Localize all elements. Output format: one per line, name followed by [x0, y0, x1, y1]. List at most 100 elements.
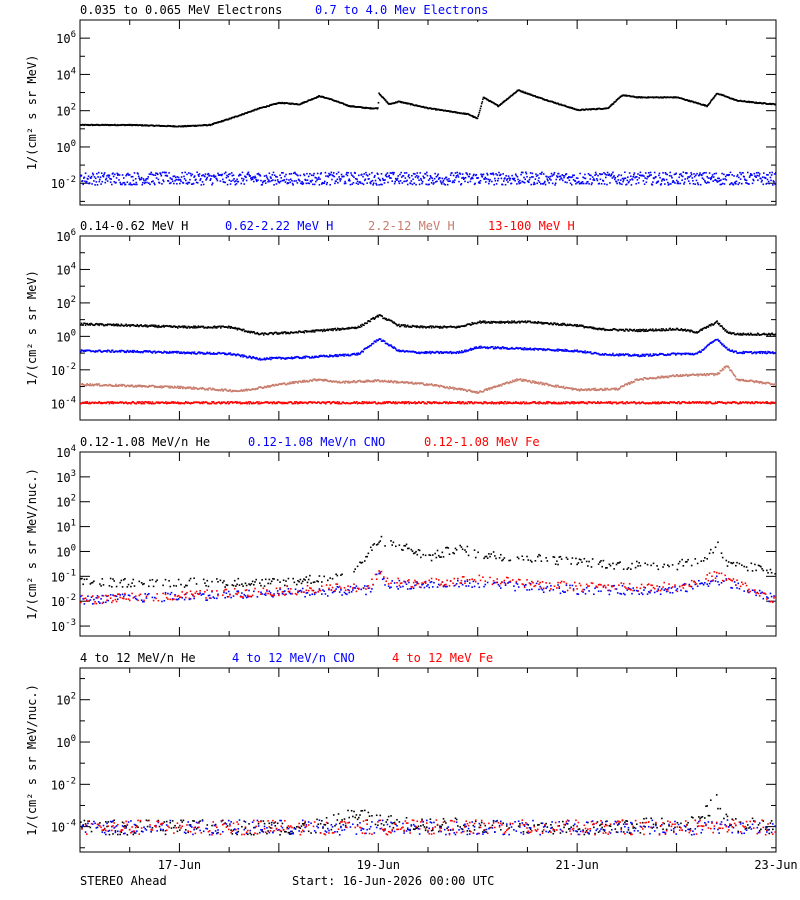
data-point: [128, 385, 131, 388]
data-point: [459, 173, 462, 175]
data-point: [424, 173, 427, 175]
data-point: [140, 176, 143, 179]
data-point: [622, 179, 625, 181]
data-point: [353, 327, 356, 330]
data-point: [576, 177, 579, 180]
data-point: [502, 173, 504, 175]
data-point: [495, 183, 498, 185]
data-point: [103, 173, 105, 176]
data-point: [450, 352, 453, 355]
data-point: [752, 178, 754, 181]
data-point: [109, 177, 111, 180]
data-point: [255, 332, 258, 335]
data-point: [303, 174, 306, 177]
data-point: [679, 374, 682, 376]
data-point: [474, 347, 477, 350]
data-point: [585, 182, 588, 185]
data-point: [289, 332, 291, 335]
data-point: [680, 173, 682, 175]
data-point: [333, 175, 336, 178]
data-point: [160, 351, 162, 353]
data-point: [470, 390, 473, 392]
data-point: [285, 173, 287, 176]
data-point: [546, 383, 549, 385]
data-point: [668, 183, 670, 185]
data-point: [121, 385, 123, 387]
data-point: [342, 353, 345, 356]
data-point: [716, 320, 718, 322]
data-point: [190, 174, 192, 177]
data-point: [356, 178, 358, 181]
data-point: [457, 174, 459, 176]
data-point: [291, 180, 293, 182]
data-point: [665, 178, 668, 181]
data-point: [166, 175, 169, 177]
data-point: [526, 347, 528, 350]
data-point: [234, 353, 236, 356]
data-point: [479, 182, 481, 184]
data-point: [575, 325, 578, 328]
data-point: [340, 173, 343, 176]
data-point: [531, 380, 534, 382]
data-point: [378, 379, 380, 382]
data-point: [680, 174, 683, 177]
data-point: [455, 352, 458, 355]
data-point: [703, 348, 706, 350]
data-point: [481, 321, 484, 324]
data-point: [692, 182, 695, 185]
data-point: [513, 177, 516, 180]
data-point: [192, 182, 195, 185]
data-point: [159, 172, 161, 174]
data-point: [475, 391, 477, 394]
data-point: [761, 179, 763, 182]
data-point: [415, 183, 417, 186]
data-point: [599, 173, 601, 175]
data-point: [264, 179, 266, 182]
data-point: [304, 179, 307, 182]
data-point: [535, 173, 537, 175]
data-point: [291, 357, 294, 360]
data-point: [207, 389, 209, 391]
data-point: [746, 171, 749, 174]
data-point: [288, 179, 290, 181]
data-point: [325, 175, 327, 177]
data-point: [331, 328, 333, 330]
data-point: [514, 173, 517, 176]
data-point: [659, 329, 662, 332]
data-point: [329, 183, 331, 186]
data-point: [492, 172, 494, 174]
data-point: [612, 171, 614, 174]
data-point: [626, 179, 629, 182]
data-point: [645, 328, 648, 331]
data-point: [290, 356, 293, 358]
data-point: [273, 184, 275, 186]
data-point: [375, 184, 378, 186]
data-point: [293, 357, 295, 360]
data-point: [482, 98, 484, 101]
data-point: [316, 179, 318, 181]
data-point: [690, 172, 692, 174]
data-point: [212, 327, 214, 329]
data-point: [540, 321, 543, 324]
data-point: [410, 382, 412, 384]
data-point: [465, 172, 468, 175]
data-point: [604, 353, 607, 355]
data-point: [181, 387, 184, 390]
data-point: [159, 173, 162, 175]
data-point: [709, 177, 711, 179]
data-point: [618, 181, 621, 184]
data-point: [596, 327, 598, 330]
data-point: [748, 334, 751, 336]
data-point: [600, 182, 603, 185]
data-point: [711, 175, 713, 178]
data-point: [310, 357, 313, 359]
data-point: [387, 343, 389, 345]
data-point: [724, 178, 726, 180]
data-point: [437, 173, 439, 176]
data-point: [346, 380, 349, 383]
data-point: [463, 350, 465, 353]
data-point: [433, 384, 435, 387]
data-point: [207, 172, 210, 175]
data-point: [296, 381, 298, 383]
data-point: [321, 379, 324, 382]
